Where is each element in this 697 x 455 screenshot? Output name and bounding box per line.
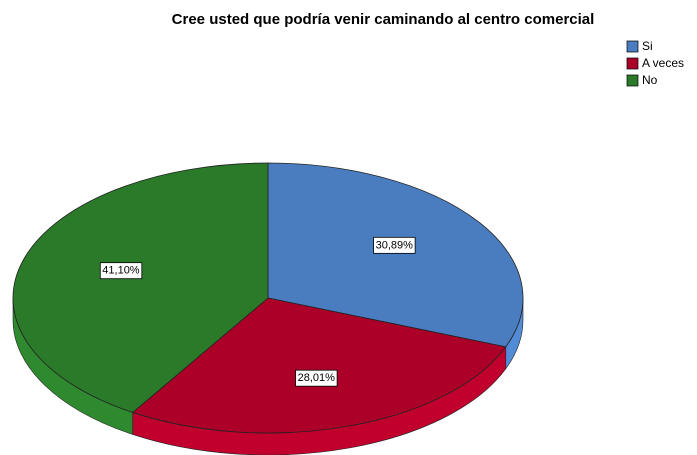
data-label: 30,89% (376, 239, 414, 251)
pie-slice (267, 162, 524, 348)
data-label-box (99, 262, 143, 280)
pie-slice (12, 162, 269, 413)
legend-swatch (626, 57, 639, 70)
data-label-box (295, 369, 338, 387)
pie-slice (131, 297, 507, 434)
data-label: 28,01% (298, 372, 336, 384)
legend-swatch (626, 40, 639, 53)
legend-label: A veces (642, 56, 684, 70)
data-label: 41,10% (102, 265, 140, 277)
legend-swatch (626, 74, 639, 87)
data-label-box (373, 236, 416, 254)
chart-title: Cree usted que podría venir caminando al… (172, 11, 595, 28)
legend-label: No (642, 73, 658, 87)
legend-label: Si (642, 39, 653, 53)
